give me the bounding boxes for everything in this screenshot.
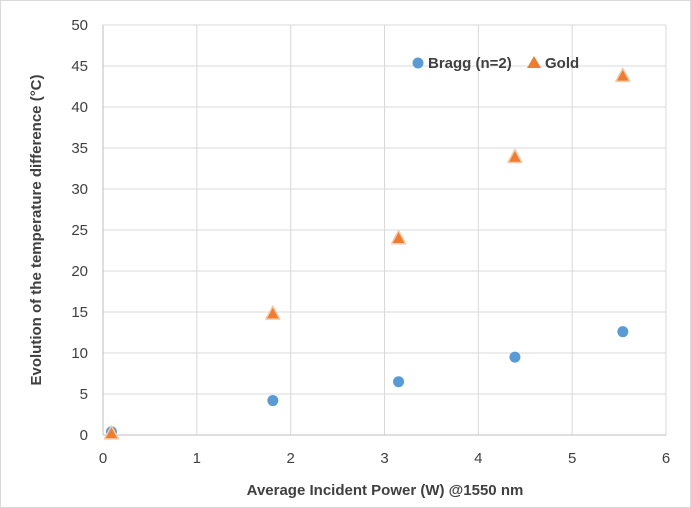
- axes: [102, 25, 666, 436]
- y-tick-label: 15: [71, 304, 88, 321]
- x-tick-label: 0: [99, 450, 107, 467]
- x-tick-label: 5: [568, 450, 576, 467]
- x-tick-label: 6: [662, 450, 670, 467]
- legend-marker-bragg: [412, 57, 424, 69]
- y-tick-label: 5: [80, 386, 88, 403]
- y-axis-label: Evolution of the temperature difference …: [28, 74, 45, 385]
- y-tick-label: 20: [71, 263, 88, 280]
- gridlines: [103, 24, 667, 435]
- y-tick-label: 35: [71, 140, 88, 157]
- bragg-point: [617, 326, 629, 338]
- x-tick-label: 3: [380, 450, 388, 467]
- y-tick-label: 50: [71, 17, 88, 34]
- y-tick-label: 0: [80, 427, 88, 444]
- bragg-point: [393, 376, 405, 388]
- bragg-point: [267, 395, 279, 407]
- y-tick-label: 10: [71, 345, 88, 362]
- legend: Bragg (n=2) Gold: [412, 55, 579, 72]
- x-tick-label: 2: [286, 450, 294, 467]
- gold-point: [390, 229, 407, 245]
- legend-label-gold: Gold: [545, 55, 579, 72]
- x-axis-label: Average Incident Power (W) @1550 nm: [247, 482, 524, 499]
- legend-marker-gold: [527, 56, 541, 68]
- bragg-point: [509, 351, 521, 363]
- gold-point: [265, 305, 281, 320]
- gold-point: [615, 67, 631, 83]
- y-tick-label: 45: [71, 58, 88, 75]
- y-tick-label: 30: [71, 181, 88, 198]
- x-tick-label: 4: [474, 450, 482, 467]
- x-tick-label: 1: [193, 450, 201, 467]
- legend-label-bragg: Bragg (n=2): [428, 55, 512, 72]
- data-points: [103, 67, 631, 440]
- y-tick-label: 40: [71, 99, 88, 116]
- y-tick-label: 25: [71, 222, 88, 239]
- gold-point: [507, 148, 523, 164]
- gold-point: [103, 425, 120, 440]
